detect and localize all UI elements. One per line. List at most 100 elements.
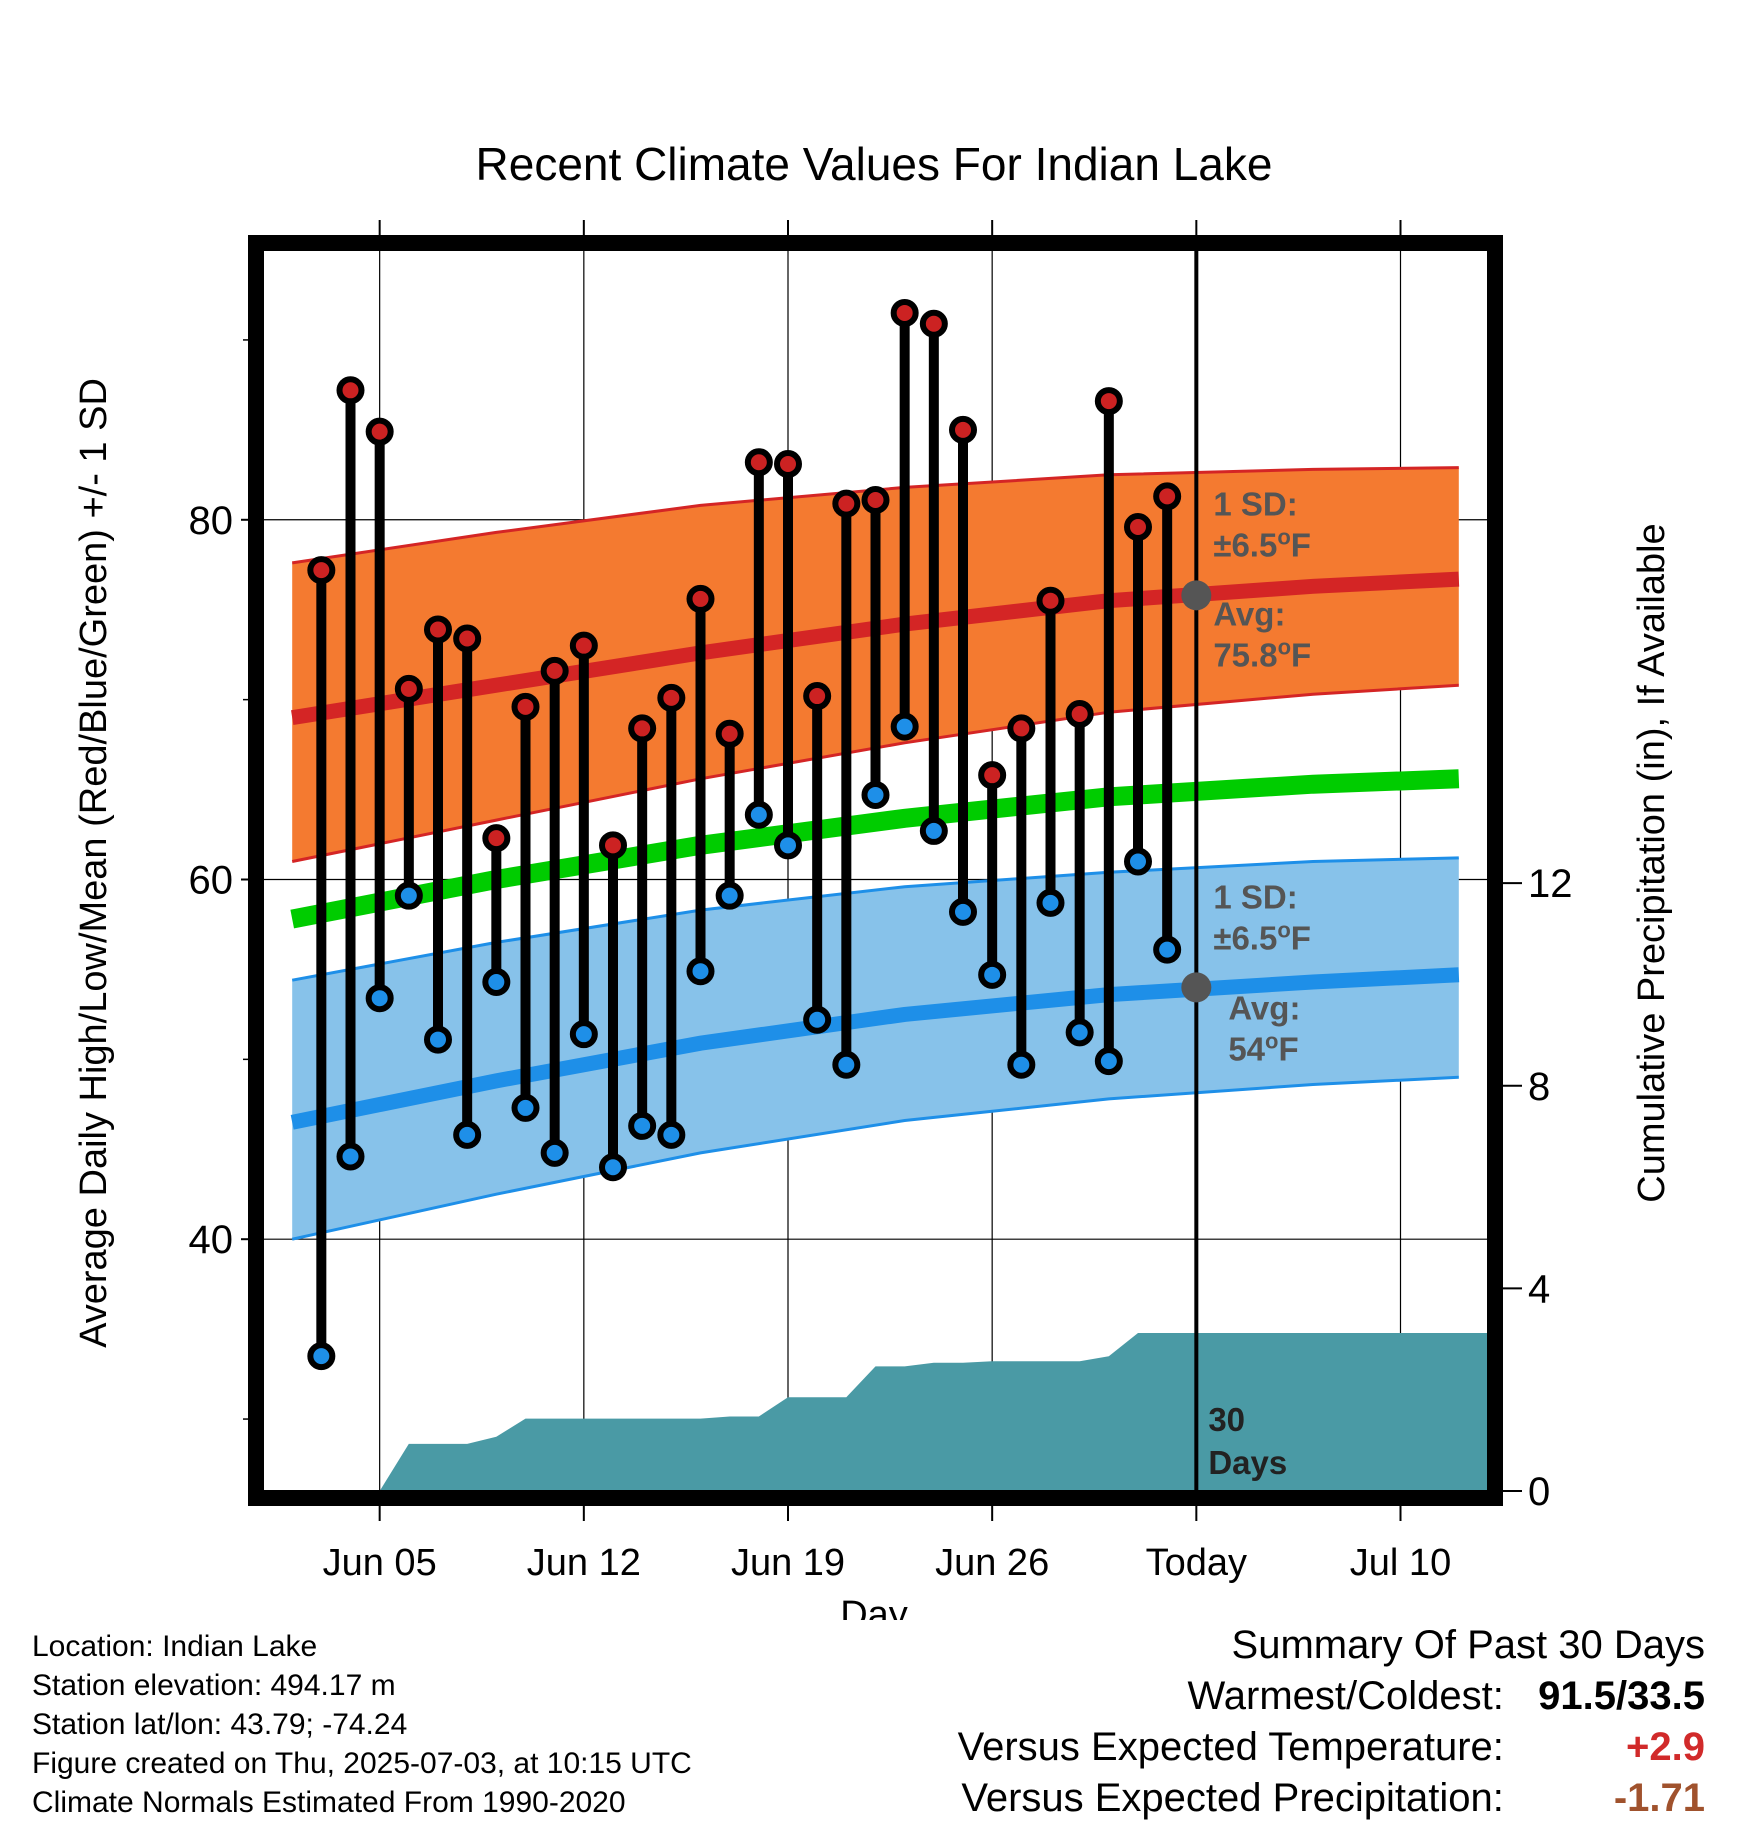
low-point (1124, 847, 1152, 876)
low-point (307, 1342, 336, 1371)
high-avg-label: Avg: (1213, 595, 1285, 632)
low-point (657, 1120, 686, 1149)
low-point (1094, 1047, 1123, 1076)
precip-area (379, 1333, 1488, 1491)
station-metadata: Location: Indian Lake Station elevation:… (32, 1627, 692, 1822)
high-point (1065, 700, 1094, 729)
high-point (919, 309, 948, 338)
summary-temp: Versus Expected Temperature: +2.9 (958, 1722, 1705, 1773)
low-point (1065, 1018, 1094, 1047)
low-avg-value: 54oF (1228, 1028, 1298, 1067)
low-point (949, 897, 977, 926)
annotation-part: 1 SD: (1213, 485, 1297, 522)
y-tick-label-left: 80 (189, 499, 234, 543)
low-point (540, 1138, 569, 1167)
low-point (744, 800, 773, 829)
x-tick-label: Jun 26 (935, 1542, 1049, 1584)
annotation-part: Avg: (1228, 989, 1300, 1026)
days-count-label: 30 (1208, 1401, 1245, 1438)
y-axis-label-left: Average Daily High/Low/Mean (Red/Blue/Gr… (73, 378, 115, 1348)
created-text: Figure created on Thu, 2025-07-03, at 10… (32, 1747, 692, 1780)
high-point (686, 584, 715, 613)
high-avg-value: 75.8oF (1213, 634, 1311, 673)
annotation-part: o (1277, 917, 1290, 942)
low-point (1036, 888, 1065, 917)
high-point (307, 556, 336, 585)
low-point (453, 1120, 482, 1149)
x-tick-label: Jun 12 (527, 1542, 641, 1584)
x-tick-label: Jul 10 (1350, 1542, 1451, 1584)
high-point (482, 824, 511, 853)
summary-title: Summary Of Past 30 Days (1231, 1623, 1705, 1667)
high-point (949, 415, 977, 444)
chart-title: Recent Climate Values For Indian Lake (476, 138, 1273, 190)
annotation-part: o (1265, 1028, 1278, 1053)
annotation-part: F (1291, 636, 1311, 673)
high-point (365, 417, 394, 446)
high-point (803, 682, 832, 711)
low-point (715, 881, 744, 910)
low-sd-value: ±6.5oF (1213, 917, 1311, 956)
high-sd-band-lower (291, 683, 1459, 863)
x-tick-label: Jun 05 (323, 1542, 437, 1584)
annotation-part: F (1291, 526, 1311, 563)
low-point (1007, 1050, 1036, 1079)
high-point (715, 719, 744, 748)
low-point (424, 1025, 452, 1054)
annotation-part: Avg: (1213, 595, 1285, 632)
low-point (365, 984, 394, 1013)
low-point (919, 816, 948, 845)
low-point (832, 1050, 861, 1079)
low-point (599, 1153, 627, 1182)
high-point (628, 714, 657, 743)
low-point (1153, 935, 1182, 964)
high-sd-value: ±6.5oF (1213, 524, 1311, 563)
elevation-text: Station elevation: 494.17 m (32, 1669, 396, 1702)
summary-panel: Summary Of Past 30 Days Warmest/Coldest:… (958, 1620, 1705, 1824)
high-point (540, 656, 569, 685)
low-point (628, 1111, 657, 1140)
low-point (774, 831, 802, 860)
x-tick-label: Jun 19 (731, 1542, 845, 1584)
annotation-part: 1 SD: (1213, 878, 1297, 915)
latlon-text: Station lat/lon: 43.79; -74.24 (32, 1708, 408, 1741)
high-point (744, 448, 773, 477)
high-avg-today-marker (1181, 580, 1212, 611)
low-point (686, 957, 715, 986)
y-tick-label-right: 12 (1528, 862, 1573, 906)
high-point (569, 631, 598, 660)
high-point (1007, 714, 1036, 743)
x-axis-label: Day (840, 1594, 908, 1620)
low-point (890, 712, 919, 741)
low-avg-today-marker (1181, 972, 1212, 1003)
low-point (803, 1005, 832, 1034)
days-word-label: Days (1208, 1444, 1287, 1481)
low-point (482, 968, 511, 997)
high-point (599, 831, 627, 860)
annotation-part: 54 (1228, 1030, 1265, 1067)
summary-precip: Versus Expected Precipitation: -1.71 (958, 1773, 1705, 1824)
precip-label: Versus Expected Precipitation: (961, 1776, 1504, 1820)
warm-cold-label: Warmest/Coldest: (1187, 1674, 1504, 1718)
low-point (394, 881, 423, 910)
low-sd-band-lower (291, 1075, 1459, 1241)
y-tick-label-left: 60 (189, 858, 234, 902)
low-point (978, 960, 1007, 989)
low-normal-line (290, 967, 1460, 1130)
x-tick-label: Today (1146, 1542, 1247, 1584)
temp-value: +2.9 (1626, 1725, 1705, 1769)
high-point (1036, 586, 1065, 615)
y-axis-label-right: Cumulative Precipitation (in), If Availa… (1631, 523, 1673, 1202)
high-point (890, 298, 919, 327)
low-sd-label: 1 SD: (1213, 878, 1297, 915)
annotation-part: o (1278, 634, 1291, 659)
y-tick-label-right: 8 (1528, 1065, 1550, 1109)
y-tick-label-right: 4 (1528, 1267, 1550, 1311)
location-text: Location: Indian Lake (32, 1630, 318, 1663)
high-point (511, 692, 540, 721)
y-tick-label-left: 40 (189, 1218, 234, 1262)
high-point (774, 450, 802, 479)
temp-label: Versus Expected Temperature: (957, 1725, 1504, 1769)
annotation-part: o (1277, 524, 1290, 549)
high-point (832, 489, 861, 518)
